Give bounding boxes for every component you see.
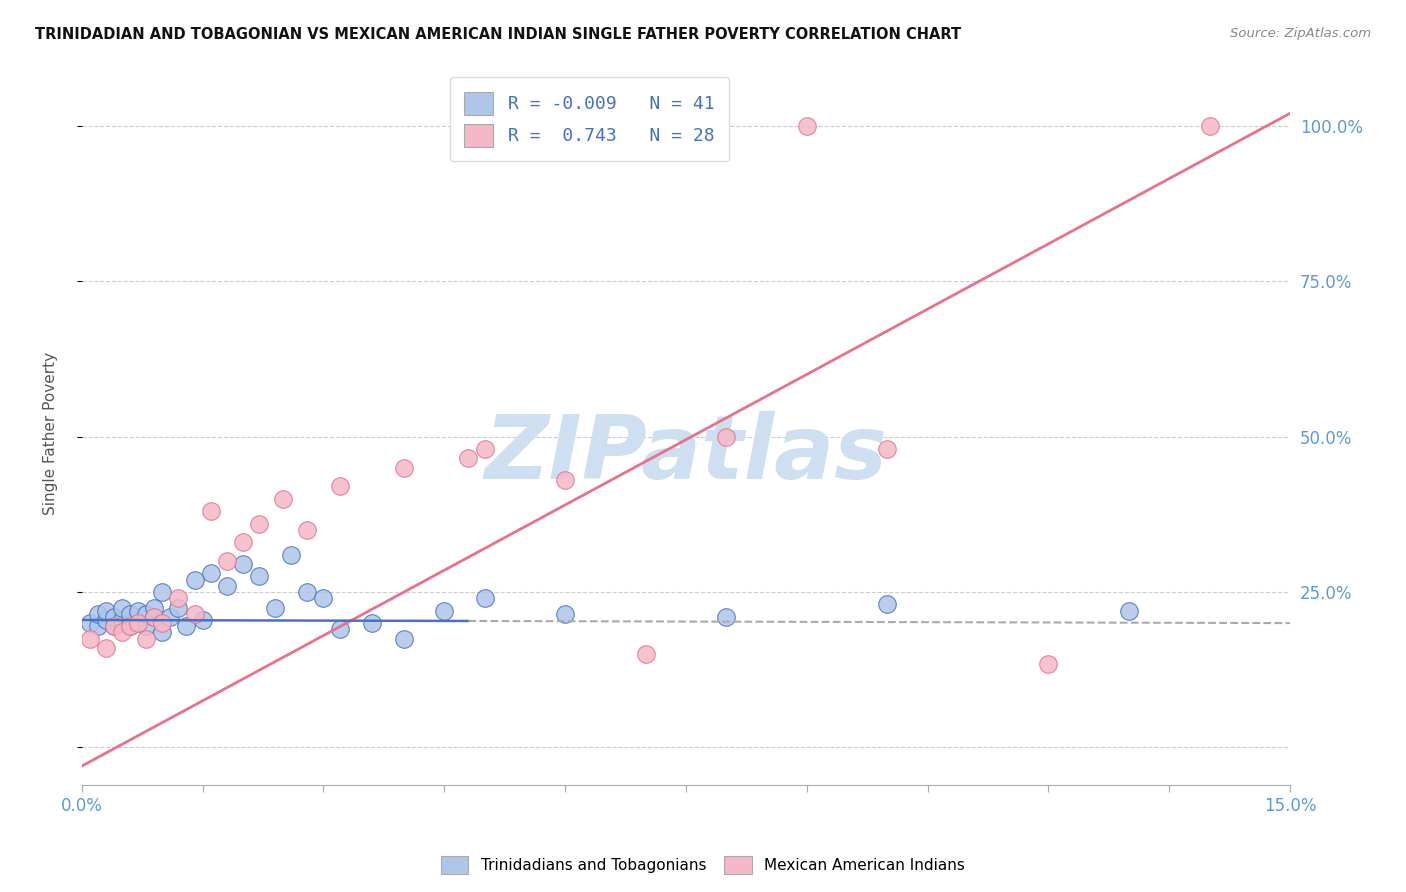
Point — [232, 535, 254, 549]
Point — [328, 623, 350, 637]
Point — [120, 619, 142, 633]
Point — [1038, 657, 1060, 671]
Text: ZIPatlas: ZIPatlas — [485, 411, 887, 498]
Point — [94, 604, 117, 618]
Point — [143, 610, 166, 624]
Point — [312, 591, 335, 606]
Point — [1198, 119, 1220, 133]
Point — [135, 632, 157, 646]
Point — [247, 516, 270, 531]
Point — [634, 647, 657, 661]
Point — [474, 591, 496, 606]
Point — [183, 607, 205, 621]
Point — [111, 600, 134, 615]
Point — [1118, 604, 1140, 618]
Point — [392, 632, 415, 646]
Point — [215, 554, 238, 568]
Point — [796, 119, 818, 133]
Point — [297, 585, 319, 599]
Legend: Trinidadians and Tobagonians, Mexican American Indians: Trinidadians and Tobagonians, Mexican Am… — [434, 850, 972, 880]
Point — [297, 523, 319, 537]
Point — [200, 566, 222, 581]
Point — [150, 625, 173, 640]
Point — [554, 473, 576, 487]
Y-axis label: Single Father Poverty: Single Father Poverty — [44, 351, 58, 515]
Point — [271, 491, 294, 506]
Point — [232, 557, 254, 571]
Point — [876, 442, 898, 456]
Point — [94, 640, 117, 655]
Point — [135, 619, 157, 633]
Point — [360, 616, 382, 631]
Point — [143, 610, 166, 624]
Point — [191, 613, 214, 627]
Point — [150, 585, 173, 599]
Point — [87, 607, 110, 621]
Point — [111, 613, 134, 627]
Point — [716, 429, 738, 443]
Point — [111, 625, 134, 640]
Point — [264, 600, 287, 615]
Point — [120, 607, 142, 621]
Point — [474, 442, 496, 456]
Point — [176, 619, 198, 633]
Point — [215, 579, 238, 593]
Point — [127, 616, 149, 631]
Point — [87, 619, 110, 633]
Point — [143, 600, 166, 615]
Point — [554, 607, 576, 621]
Point — [328, 479, 350, 493]
Point — [876, 598, 898, 612]
Text: Source: ZipAtlas.com: Source: ZipAtlas.com — [1230, 27, 1371, 40]
Point — [280, 548, 302, 562]
Point — [716, 610, 738, 624]
Point — [103, 610, 125, 624]
Point — [457, 451, 479, 466]
Point — [103, 619, 125, 633]
Point — [103, 619, 125, 633]
Point — [247, 569, 270, 583]
Point — [167, 591, 190, 606]
Point — [79, 632, 101, 646]
Point — [200, 504, 222, 518]
Point — [167, 600, 190, 615]
Point — [150, 616, 173, 631]
Point — [392, 460, 415, 475]
Point — [127, 616, 149, 631]
Point — [135, 607, 157, 621]
Point — [94, 613, 117, 627]
Point — [120, 619, 142, 633]
Point — [183, 573, 205, 587]
Point — [159, 610, 181, 624]
Point — [127, 604, 149, 618]
Point — [79, 616, 101, 631]
Legend: R = -0.009   N = 41, R =  0.743   N = 28: R = -0.009 N = 41, R = 0.743 N = 28 — [450, 77, 728, 161]
Text: TRINIDADIAN AND TOBAGONIAN VS MEXICAN AMERICAN INDIAN SINGLE FATHER POVERTY CORR: TRINIDADIAN AND TOBAGONIAN VS MEXICAN AM… — [35, 27, 962, 42]
Point — [433, 604, 456, 618]
